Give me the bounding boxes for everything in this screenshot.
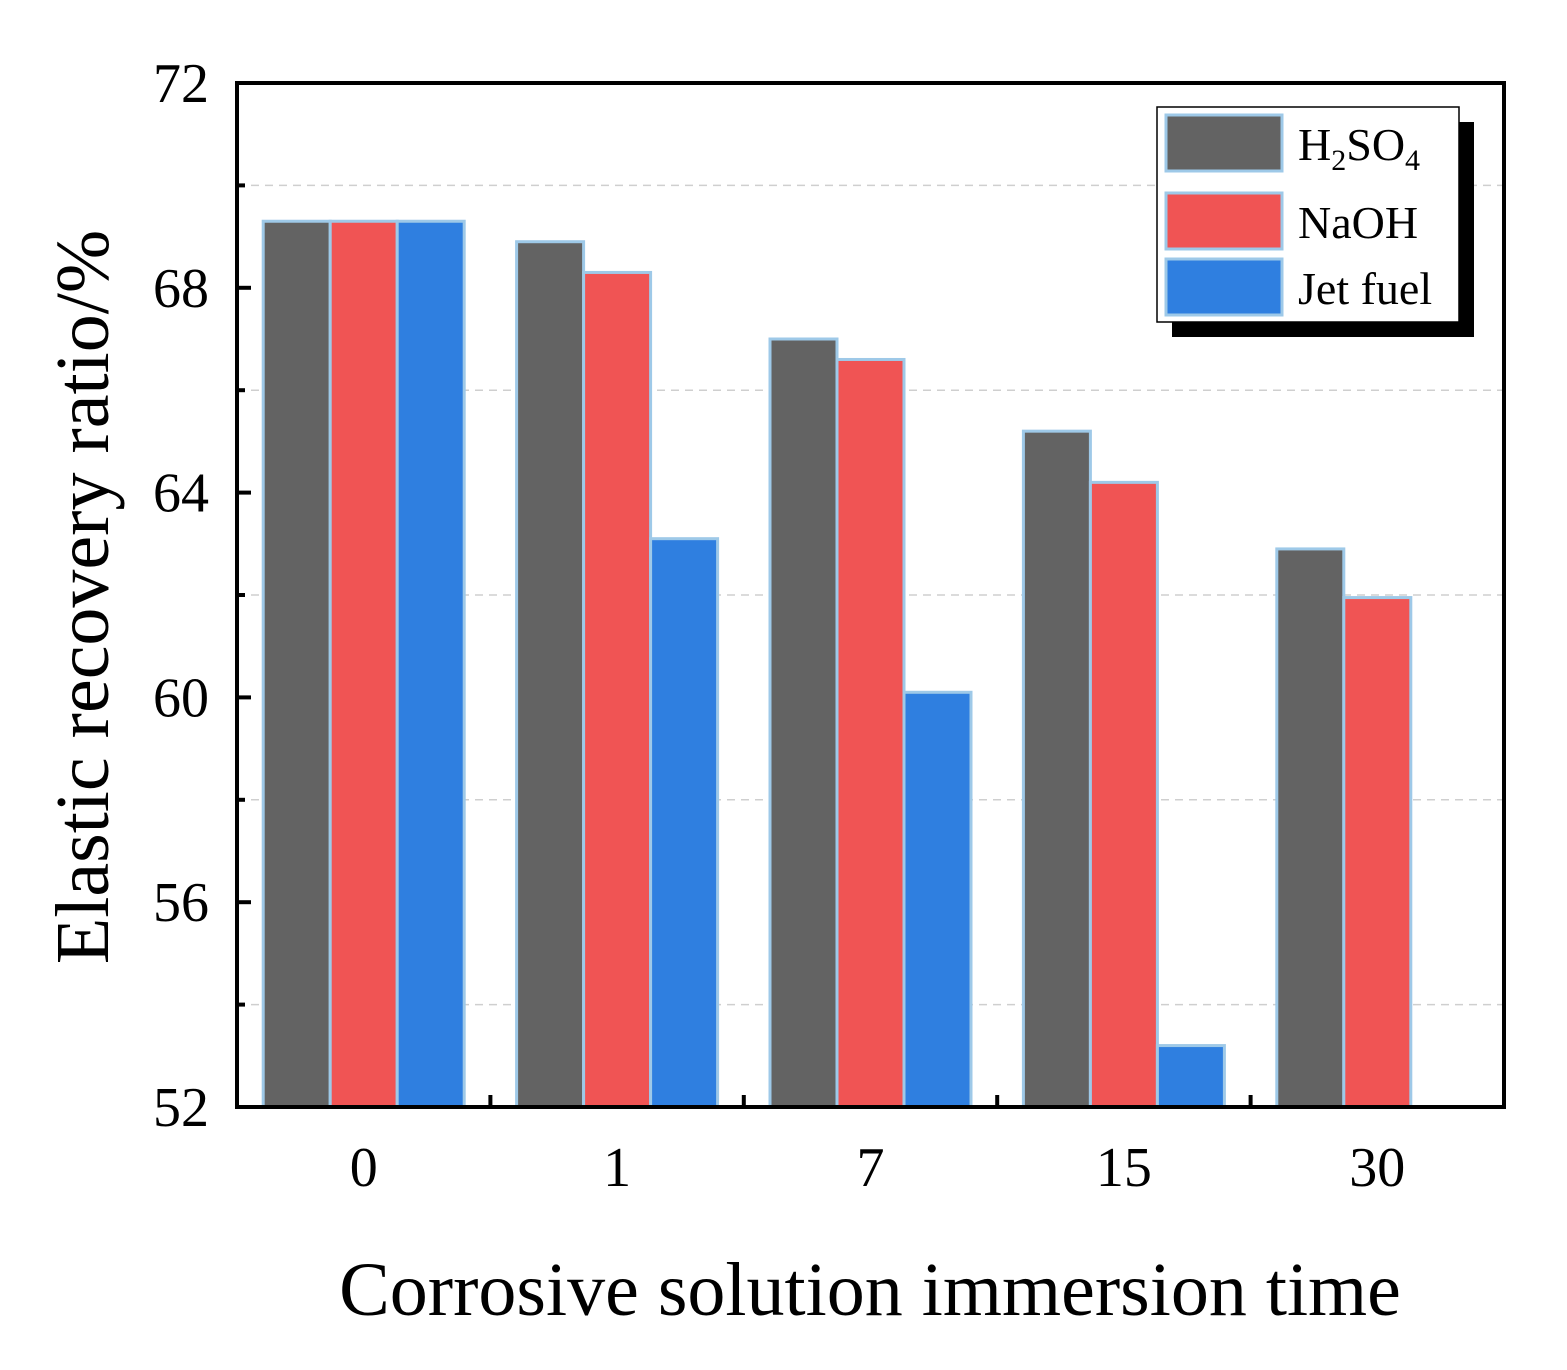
legend-label-naoh: NaOH bbox=[1298, 197, 1418, 248]
y-axis-title: Elastic recovery ratio/% bbox=[41, 230, 125, 964]
y-tick-label: 64 bbox=[153, 463, 209, 525]
bar-naoh-0 bbox=[328, 219, 399, 1109]
bar-jet-fuel-0 bbox=[395, 219, 466, 1109]
legend-swatch-jet-fuel bbox=[1164, 257, 1284, 317]
y-tick-label: 72 bbox=[153, 53, 209, 115]
y-tick-label: 60 bbox=[153, 667, 209, 729]
bar-naoh-7 bbox=[835, 357, 906, 1109]
bar-naoh-15 bbox=[1088, 480, 1159, 1109]
y-tick-label: 68 bbox=[153, 258, 209, 320]
y-tick-label: 52 bbox=[153, 1077, 209, 1139]
x-tick-label: 30 bbox=[1349, 1137, 1405, 1199]
bar-h2so4-15 bbox=[1021, 429, 1092, 1109]
bar-naoh-1 bbox=[582, 270, 653, 1109]
axis-ticks bbox=[237, 81, 1253, 1109]
x-axis-title: Corrosive solution immersion time bbox=[339, 1248, 1401, 1332]
x-tick-label: 1 bbox=[603, 1137, 631, 1199]
legend-label-jet-fuel: Jet fuel bbox=[1298, 263, 1432, 314]
bar-jet-fuel-1 bbox=[649, 537, 720, 1109]
bar-h2so4-30 bbox=[1275, 547, 1346, 1109]
y-tick-label: 56 bbox=[153, 872, 209, 934]
bar-h2so4-7 bbox=[768, 337, 839, 1109]
legend: H2SO4 NaOH Jet fuel bbox=[1156, 106, 1474, 337]
bar-jet-fuel-7 bbox=[902, 690, 973, 1109]
bar-jet-fuel-15 bbox=[1155, 1044, 1226, 1109]
bar-h2so4-0 bbox=[261, 219, 332, 1109]
bars bbox=[261, 219, 1413, 1109]
legend-label-h2so4: H2SO4 bbox=[1298, 119, 1420, 177]
legend-swatch-h2so4 bbox=[1164, 113, 1284, 173]
x-tick-labels: 0 1 7 15 30 bbox=[350, 1137, 1406, 1199]
x-tick-label: 0 bbox=[350, 1137, 378, 1199]
x-tick-label: 7 bbox=[857, 1137, 885, 1199]
bar-naoh-30 bbox=[1342, 596, 1413, 1109]
bar-h2so4-1 bbox=[515, 240, 586, 1109]
legend-swatch-naoh bbox=[1164, 191, 1284, 251]
x-tick-label: 15 bbox=[1096, 1137, 1152, 1199]
y-tick-labels: 52 56 60 64 68 72 bbox=[153, 53, 209, 1139]
